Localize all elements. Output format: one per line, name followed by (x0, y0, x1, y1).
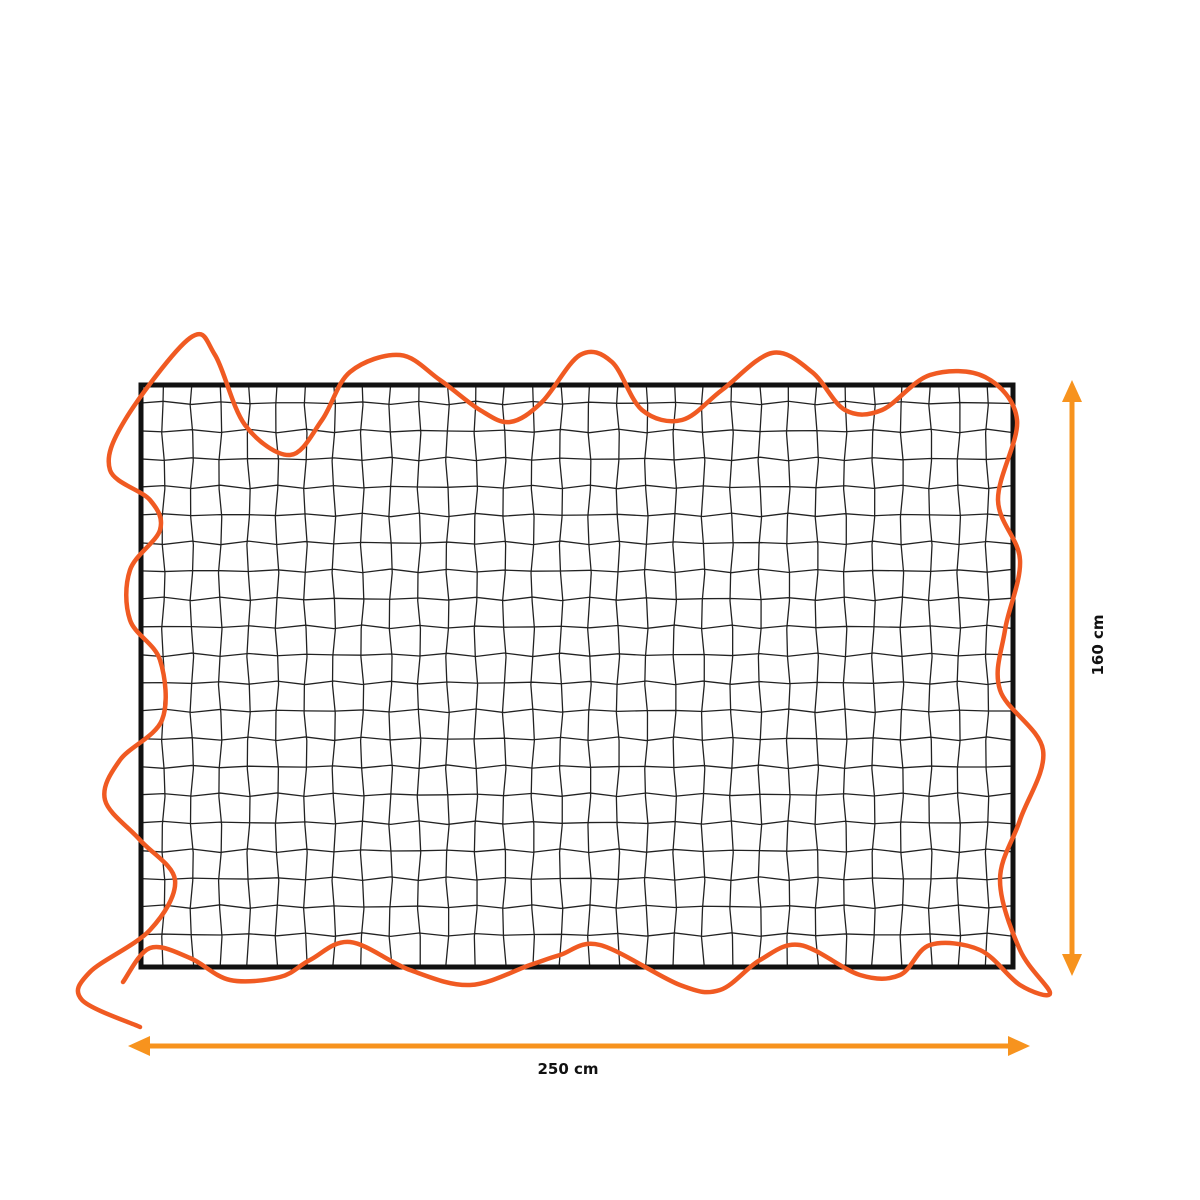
net-vertical-strand (388, 384, 394, 965)
height-label: 160 cm (1089, 614, 1107, 676)
net-horizontal-strand (140, 820, 1014, 826)
net-vertical-strand (729, 384, 734, 965)
net-horizontal-strand (140, 904, 1014, 910)
net-vertical-strand (700, 384, 706, 965)
net-vertical-strand (672, 384, 678, 965)
net-vertical-strand (416, 384, 422, 965)
net-vertical-strand (558, 384, 564, 965)
net-horizontal-strand (140, 456, 1014, 462)
net-vertical-strand (217, 384, 223, 965)
net-horizontal-strand (140, 736, 1014, 742)
net-vertical-strand (871, 384, 876, 965)
net-horizontal-strand (140, 596, 1014, 602)
net-horizontal-strand (140, 764, 1014, 770)
net-mesh (140, 384, 1014, 965)
bungee-rope (75, 331, 1053, 1030)
net-vertical-strand (927, 384, 933, 965)
net-horizontal-strand (140, 932, 1014, 938)
net-vertical-strand (274, 384, 280, 965)
net-vertical-strand (615, 384, 621, 965)
net-horizontal-strand (140, 624, 1014, 630)
net-vertical-strand (984, 384, 990, 965)
net-vertical-strand (246, 384, 252, 965)
net-vertical-strand (501, 384, 507, 965)
net-horizontal-strand (140, 848, 1014, 854)
net-horizontal-strand (140, 680, 1014, 686)
net-vertical-strand (189, 384, 195, 965)
net-horizontal-strand (140, 568, 1014, 574)
net-horizontal-strand (140, 652, 1014, 658)
net-horizontal-strand (140, 708, 1014, 714)
net-vertical-strand (359, 384, 365, 965)
net-vertical-strand (302, 384, 308, 965)
net-vertical-strand (473, 384, 479, 965)
net-frame (138, 382, 1016, 970)
net-horizontal-strand (140, 428, 1014, 434)
net-horizontal-strand (140, 400, 1014, 406)
net-vertical-strand (842, 384, 848, 965)
height-arrow (1062, 380, 1082, 976)
net-horizontal-strand (140, 540, 1014, 546)
net-horizontal-strand (140, 876, 1014, 882)
net-vertical-strand (587, 384, 592, 965)
width-arrow (128, 1036, 1030, 1056)
net-horizontal-strand (140, 512, 1014, 518)
net-horizontal-strand (140, 792, 1014, 798)
net-vertical-strand (899, 384, 905, 965)
net-vertical-strand (444, 384, 450, 965)
net-vertical-strand (757, 384, 763, 965)
net-vertical-strand (814, 384, 820, 965)
net-vertical-strand (331, 384, 337, 965)
net-vertical-strand (785, 384, 791, 965)
net-vertical-strand (643, 384, 649, 965)
width-label: 250 cm (537, 1060, 599, 1078)
net-vertical-strand (530, 384, 536, 965)
net-vertical-strand (956, 384, 962, 965)
net-horizontal-strand (140, 484, 1014, 490)
